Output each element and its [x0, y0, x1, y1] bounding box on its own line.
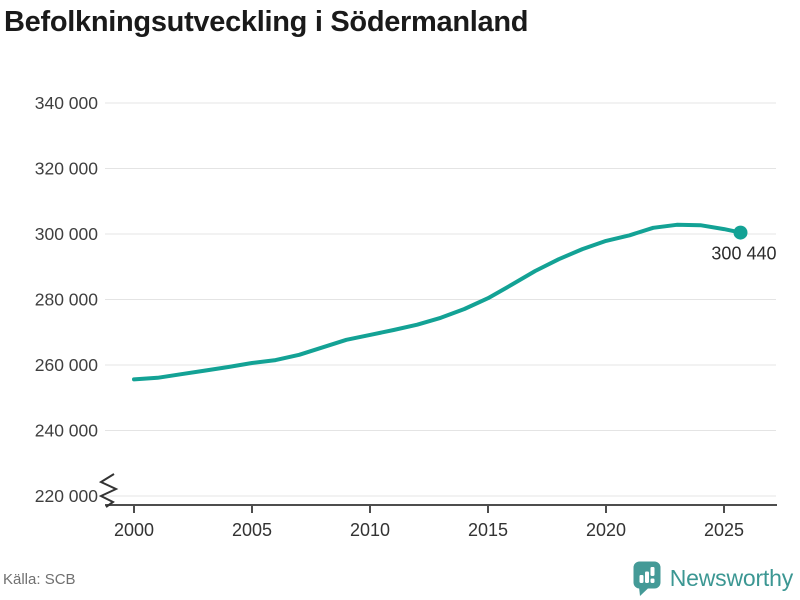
- y-axis-label: 340 000: [35, 93, 99, 113]
- axis-break-icon: [98, 473, 119, 508]
- source-note: Källa: SCB: [3, 571, 76, 588]
- population-line: [132, 222, 743, 382]
- brand-name: Newsworthy: [669, 565, 793, 591]
- x-axis-label: 2015: [468, 520, 508, 540]
- chart-title: Befolkningsutveckling i Södermanland: [4, 6, 529, 38]
- x-axis-label: 2025: [704, 520, 744, 540]
- x-axis-label: 2020: [586, 520, 626, 540]
- x-axis-label: 2010: [350, 520, 390, 540]
- x-axis-label: 2005: [232, 520, 272, 540]
- y-axis-label: 220 000: [35, 486, 99, 506]
- brand-logo[interactable]: Newsworthy: [632, 560, 793, 597]
- y-axis-label: 260 000: [35, 355, 99, 375]
- newsworthy-icon: [633, 561, 661, 596]
- x-axis-label: 2000: [114, 520, 154, 540]
- y-axis-label: 300 000: [35, 224, 99, 244]
- y-axis-label: 240 000: [35, 421, 99, 441]
- latest-point-marker: [733, 225, 748, 240]
- latest-value-label: 300 440: [711, 244, 776, 264]
- y-axis-label: 280 000: [35, 290, 99, 310]
- y-axis-label: 320 000: [35, 159, 99, 179]
